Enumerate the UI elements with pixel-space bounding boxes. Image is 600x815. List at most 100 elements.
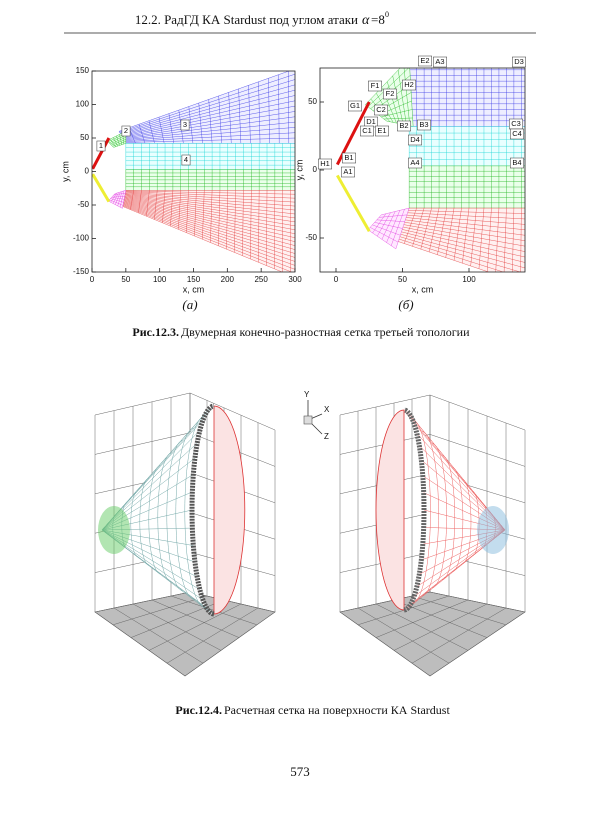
triad-label: X (324, 405, 330, 414)
block-label-box (375, 125, 389, 137)
shield-edge (336, 174, 371, 232)
x-tick-label: 0 (90, 275, 95, 284)
y-tick-label: -100 (73, 234, 90, 243)
shell-rim (189, 403, 215, 617)
triad-label: Y (304, 390, 310, 399)
x-tick-label: 250 (254, 275, 268, 284)
mesh (335, 68, 525, 272)
block-label: A4 (410, 158, 419, 167)
x-axis-label: x, cm (183, 284, 205, 294)
shell-back (375, 409, 405, 611)
panel-b: 0 50 100 -50 0 50 x, cm y, cm E2 A3 D3 F1 F2 H2 G1 C2D1… (294, 55, 526, 294)
caption-text: Двумерная конечно-разностная сетка треть… (181, 325, 470, 339)
block-label: 2 (124, 126, 128, 135)
x-tick-label: 200 (221, 275, 235, 284)
caption-text: Расчетная сетка на поверхности КА Stardu… (224, 703, 450, 717)
panel-label: (б) (398, 297, 413, 312)
x-axis-label: x, cm (412, 284, 434, 294)
y-tick-label: -150 (73, 267, 90, 276)
block-label-box (368, 80, 382, 92)
block-label: D1 (366, 117, 376, 126)
block-label-box (510, 157, 524, 169)
mesh-region (122, 190, 295, 272)
mesh-region (108, 190, 126, 209)
block-label-box (408, 134, 422, 146)
block-label: D3 (514, 57, 524, 66)
block-label: A3 (435, 57, 444, 66)
block-label: H2 (404, 80, 414, 89)
block-label: C4 (512, 129, 522, 138)
x-tick-label: 100 (462, 275, 476, 284)
y-tick-label: 50 (80, 133, 89, 142)
block-label-box (342, 152, 356, 164)
block-label-box (348, 100, 362, 112)
block-label: B1 (344, 153, 353, 162)
y-tick-label: -50 (77, 200, 89, 209)
triad-label: Z (324, 432, 329, 441)
block-label-box (418, 55, 432, 67)
block-label-box (181, 154, 191, 166)
block-label: C2 (376, 105, 386, 114)
block-label-box (360, 125, 374, 137)
block-label: H1 (320, 159, 330, 168)
block-label: 3 (183, 120, 187, 129)
block-label: F2 (386, 89, 395, 98)
x-tick-label: 100 (153, 275, 167, 284)
panel-a: 0 50 100 150 200 250 300-150-100-50050100150x,… (60, 66, 302, 294)
block-label-box (397, 120, 411, 132)
shield-edge (92, 137, 111, 170)
block-label: E1 (377, 126, 386, 135)
block-label-box (96, 140, 106, 152)
mesh (92, 71, 295, 272)
shell-mesh (101, 405, 215, 615)
x-tick-label: 0 (334, 275, 339, 284)
block-label: B4 (512, 158, 521, 167)
y-tick-label: 50 (308, 97, 317, 106)
x-tick-label: 150 (187, 275, 201, 284)
block-label: A1 (343, 167, 352, 176)
mesh-region (409, 68, 525, 127)
block-label-box (121, 125, 131, 137)
nose-patch (477, 506, 509, 554)
caption: Рис.12.3. Двумерная конечно-разностная с… (132, 325, 470, 339)
block-label-box (318, 158, 332, 170)
block-label: D4 (410, 135, 420, 144)
figure-3d (94, 392, 526, 677)
y-tick-label: 0 (85, 167, 90, 176)
block-label: B2 (399, 121, 408, 130)
panel-label: (а) (182, 297, 197, 312)
x-tick-label: 50 (121, 275, 130, 284)
header-title: 12.2. РадГД КА Stardust под углом атаки (135, 12, 358, 27)
mesh-region (119, 71, 295, 144)
y-axis-label: y, cm (60, 161, 70, 182)
x-tick-label: 300 (288, 275, 302, 284)
block-label-box (510, 128, 524, 140)
block-label-box (180, 119, 190, 131)
caption-number: Рис.12.3. (132, 325, 179, 339)
block-label: C1 (362, 126, 372, 135)
y-tick-label: 150 (76, 66, 90, 75)
triad: Y X Z (303, 390, 330, 441)
y-tick-label: 0 (313, 165, 318, 174)
shield-edge (92, 173, 111, 203)
block-label-box (408, 157, 422, 169)
page-number: 573 (290, 764, 310, 779)
header-sup: 0 (385, 10, 389, 19)
mesh-lines (106, 131, 127, 148)
nose-patch (98, 506, 130, 554)
y-tick-label: 100 (76, 100, 90, 109)
box-floor (339, 591, 526, 677)
block-label: C3 (511, 119, 521, 128)
header-value: =8 (371, 12, 385, 27)
block-label-box (374, 104, 388, 116)
block-label: 4 (184, 155, 188, 164)
block-label: 1 (99, 141, 103, 150)
mesh-lines (408, 126, 525, 167)
caption: Рис.12.4. Расчетная сетка на поверхности… (175, 703, 450, 717)
header: 12.2. РадГД КА Stardust под углом атаки … (64, 10, 536, 34)
block-label-box (402, 79, 416, 91)
block-label-box (512, 56, 526, 68)
header-symbol: α (362, 13, 370, 28)
y-tick-label: -50 (305, 233, 317, 242)
